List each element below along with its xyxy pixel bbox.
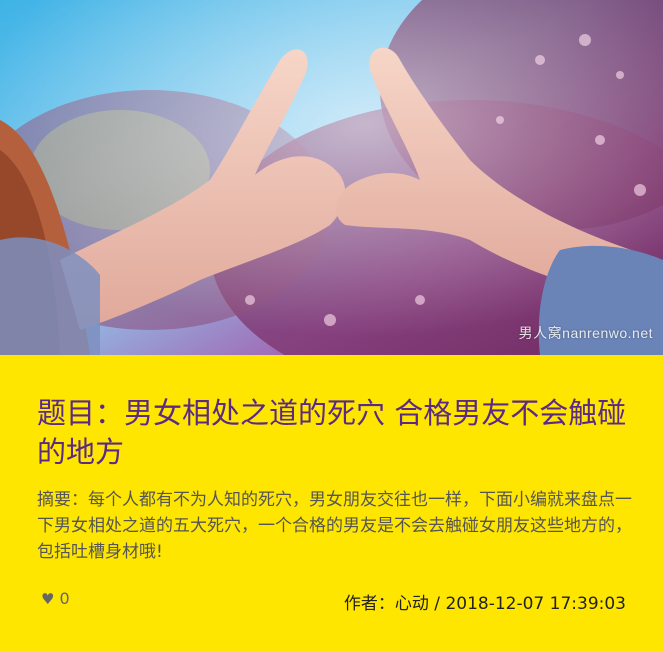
article-summary: 摘要：每个人都有不为人知的死穴，男女朋友交往也一样，下面小编就来盘点一下男女相处… — [37, 490, 632, 562]
like-count: 0 — [59, 589, 70, 608]
article-footer: ♥ 0 作者：心动 / 2018-12-07 17:39:03 — [37, 589, 626, 614]
article-meta: 作者：心动 / 2018-12-07 17:39:03 — [344, 589, 626, 614]
article-title[interactable]: 题目：男女相处之道的死穴 合格男友不会触碰的地方 — [37, 396, 627, 469]
hero-image[interactable]: 男人窝nanrenwo.net — [0, 0, 663, 355]
author-label: 作者： — [343, 594, 395, 614]
watermark-text: 男人窝nanrenwo.net — [518, 325, 653, 341]
meta-separator: / — [428, 594, 446, 614]
publish-date: 2018-12-07 17:39:03 — [445, 594, 626, 614]
article-info-panel: 题目：男女相处之道的死穴 合格男友不会触碰的地方 摘要：每个人都有不为人知的死穴… — [0, 355, 663, 652]
author-name[interactable]: 心动 — [394, 594, 429, 614]
like-button[interactable]: ♥ 0 — [41, 589, 70, 608]
heart-icon: ♥ — [41, 589, 55, 608]
heart-hands-photo — [0, 0, 663, 355]
